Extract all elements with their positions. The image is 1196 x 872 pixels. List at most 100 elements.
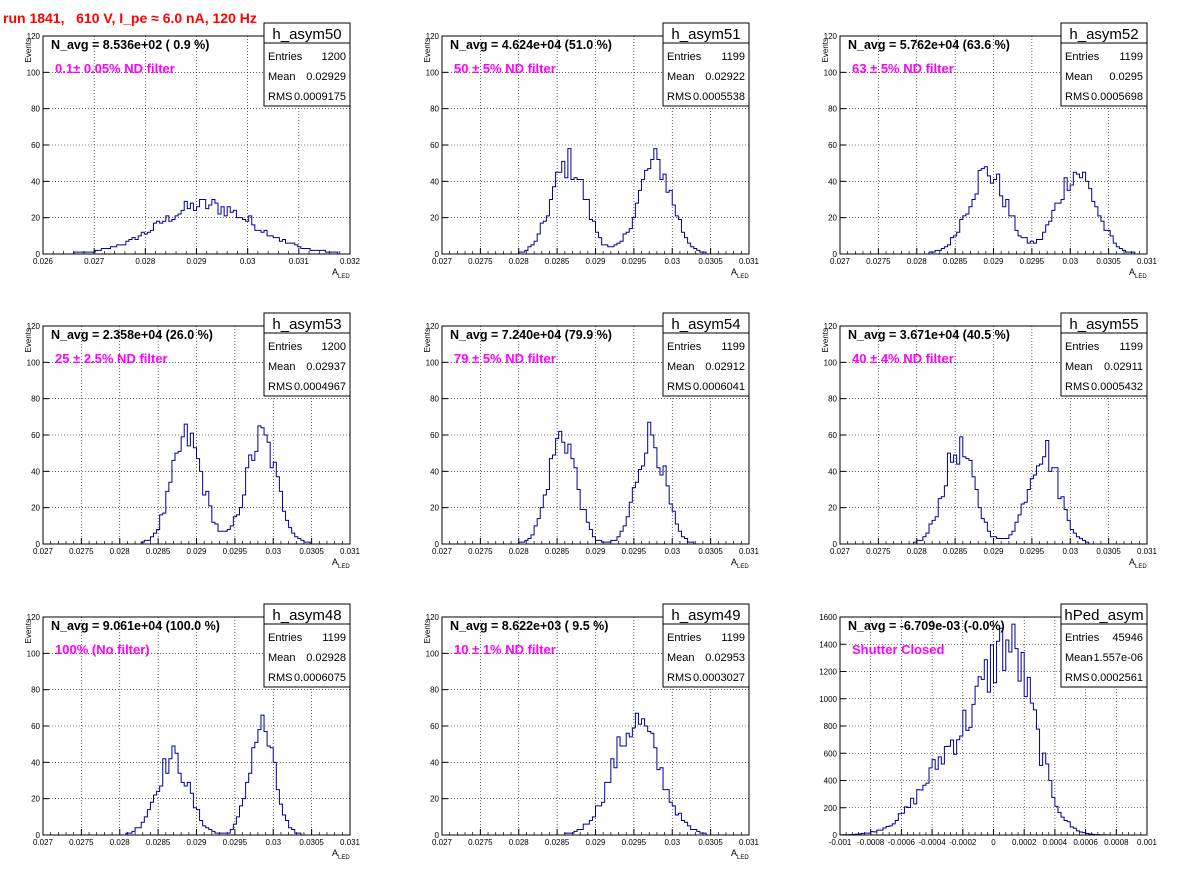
y-tick-label: 80 xyxy=(828,395,837,404)
x-axis-label-main: A xyxy=(731,848,737,858)
x-tick-label: 0.029 xyxy=(585,547,606,556)
x-tick-label: 0.031 xyxy=(1137,547,1158,556)
x-tick-label: 0.0285 xyxy=(545,547,570,556)
x-tick-label: 0.0004 xyxy=(1043,838,1068,847)
y-tick-label: 1600 xyxy=(819,613,837,622)
y-tick-label: 0 xyxy=(833,831,838,840)
stats-label-rms: RMS xyxy=(667,381,691,393)
x-tick-label: 0.0275 xyxy=(468,838,493,847)
stats-value-rms: 0.0005698 xyxy=(1091,91,1143,103)
y-tick-label: 40 xyxy=(31,177,40,186)
x-tick-label: 0.032 xyxy=(340,257,361,266)
x-axis-label-sub: LED xyxy=(737,274,749,280)
stats-value-mean: 0.02953 xyxy=(705,652,745,664)
x-tick-label: 0.0285 xyxy=(146,838,171,847)
y-tick-label: 0 xyxy=(833,250,838,259)
x-tick-label: 0.0275 xyxy=(468,547,493,556)
y-tick-label: 40 xyxy=(430,177,439,186)
x-tick-label: -0.0008 xyxy=(857,838,885,847)
navg-label: N_avg = 3.671e+04 (40.5 %) xyxy=(848,328,1010,342)
navg-label: N_avg = 4.624e+04 (51.0 %) xyxy=(450,38,612,52)
filter-label: Shutter Closed xyxy=(852,642,945,657)
filter-label: 79 ± 5% ND filter xyxy=(454,351,556,366)
x-tick-label: 0.0275 xyxy=(866,547,891,556)
x-tick-label: 0.029 xyxy=(186,547,207,556)
histogram-name: h_asym50 xyxy=(272,26,341,43)
y-tick-label: 120 xyxy=(27,322,41,331)
y-tick-label: 200 xyxy=(824,804,838,813)
navg-label: N_avg = -6.709e-03 (-0.0%) xyxy=(848,619,1005,633)
x-tick-label: 0.03 xyxy=(664,838,680,847)
x-tick-label: 0.0295 xyxy=(622,547,647,556)
x-tick-label: -0.0006 xyxy=(888,838,916,847)
x-axis-label: ALED xyxy=(731,267,749,280)
filter-label: 40 ± 4% ND filter xyxy=(852,351,954,366)
y-tick-label: 80 xyxy=(430,105,439,114)
x-tick-label: 0.029 xyxy=(983,547,1004,556)
x-tick-label: 0.029 xyxy=(585,838,606,847)
stats-value-entries: 1199 xyxy=(721,51,745,63)
stats-value-mean: 0.02912 xyxy=(705,361,745,373)
y-tick-label: 20 xyxy=(31,504,40,513)
x-tick-label: 0.03 xyxy=(265,547,281,556)
histogram-name: h_asym53 xyxy=(272,316,341,333)
y-tick-label: 80 xyxy=(828,105,837,114)
stats-label-rms: RMS xyxy=(268,672,292,684)
y-tick-label: 60 xyxy=(31,722,40,731)
stats-value-entries: 1199 xyxy=(721,341,745,353)
y-tick-label: 60 xyxy=(828,141,837,150)
x-tick-label: 0.031 xyxy=(739,547,760,556)
x-axis-label-sub: LED xyxy=(338,274,350,280)
y-tick-label: 400 xyxy=(824,777,838,786)
y-tick-label: 40 xyxy=(31,467,40,476)
histogram-name: h_asym49 xyxy=(671,607,740,624)
navg-label: N_avg = 8.536e+02 ( 0.9 %) xyxy=(51,38,209,52)
histogram-trace xyxy=(839,623,1147,836)
x-tick-label: 0.03 xyxy=(1062,257,1078,266)
y-tick-label: 80 xyxy=(430,686,439,695)
histogram-panel-h_asym54: 0.027 0.0275 0.028 0.0285 0.029 0.0295 0.03 0.0… xyxy=(423,312,760,570)
x-tick-label: 0.027 xyxy=(432,257,453,266)
y-tick-label: 20 xyxy=(828,214,837,223)
x-axis-label: ALED xyxy=(731,557,749,570)
y-tick-label: 1000 xyxy=(819,695,837,704)
y-tick-label: 120 xyxy=(27,613,41,622)
stats-value-mean: 0.02937 xyxy=(306,361,346,373)
stats-value-entries: 1200 xyxy=(322,341,346,353)
y-tick-label: 20 xyxy=(31,214,40,223)
run-title: run 1841, 610 V, I_pe ≈ 6.0 nA, 120 Hz xyxy=(3,10,257,26)
stats-value-entries: 1199 xyxy=(721,632,745,644)
y-tick-label: 80 xyxy=(31,105,40,114)
histogram-panel-h_asym48: 0.027 0.0275 0.028 0.0285 0.029 0.0295 0.03 0.0… xyxy=(24,603,361,861)
histogram-trace xyxy=(43,423,350,545)
y-tick-label: 800 xyxy=(824,722,838,731)
stats-label-mean: Mean xyxy=(268,652,296,664)
stats-box xyxy=(263,22,351,107)
y-tick-label: 1400 xyxy=(819,640,837,649)
y-axis-label: Events xyxy=(821,328,830,352)
x-tick-label: 0.0295 xyxy=(622,838,647,847)
x-tick-label: 0.0305 xyxy=(1096,257,1121,266)
y-tick-label: 120 xyxy=(426,322,440,331)
y-tick-label: 0 xyxy=(435,540,440,549)
x-axis-label: ALED xyxy=(1129,267,1147,280)
x-tick-label: 0.0295 xyxy=(1020,257,1045,266)
stats-label-mean: Mean xyxy=(667,71,695,83)
x-tick-label: -0.0002 xyxy=(949,838,977,847)
x-tick-label: 0.028 xyxy=(509,547,530,556)
y-tick-label: 1200 xyxy=(819,668,837,677)
histogram-trace xyxy=(43,714,350,836)
y-axis-label: Events xyxy=(423,328,432,352)
histogram-trace xyxy=(43,199,350,255)
stats-value-rms: 0.0005432 xyxy=(1091,381,1143,393)
stats-label-mean: Mean xyxy=(268,361,296,373)
x-tick-label: 0.029 xyxy=(186,838,207,847)
x-tick-label: 0.029 xyxy=(585,257,606,266)
stats-value-entries: 1199 xyxy=(1119,341,1143,353)
y-tick-label: 100 xyxy=(27,358,41,367)
x-tick-label: 0.027 xyxy=(84,257,105,266)
y-axis-label: Events xyxy=(821,38,830,62)
x-tick-label: 0.0305 xyxy=(299,838,324,847)
stats-box xyxy=(263,603,351,688)
y-tick-label: 100 xyxy=(426,649,440,658)
